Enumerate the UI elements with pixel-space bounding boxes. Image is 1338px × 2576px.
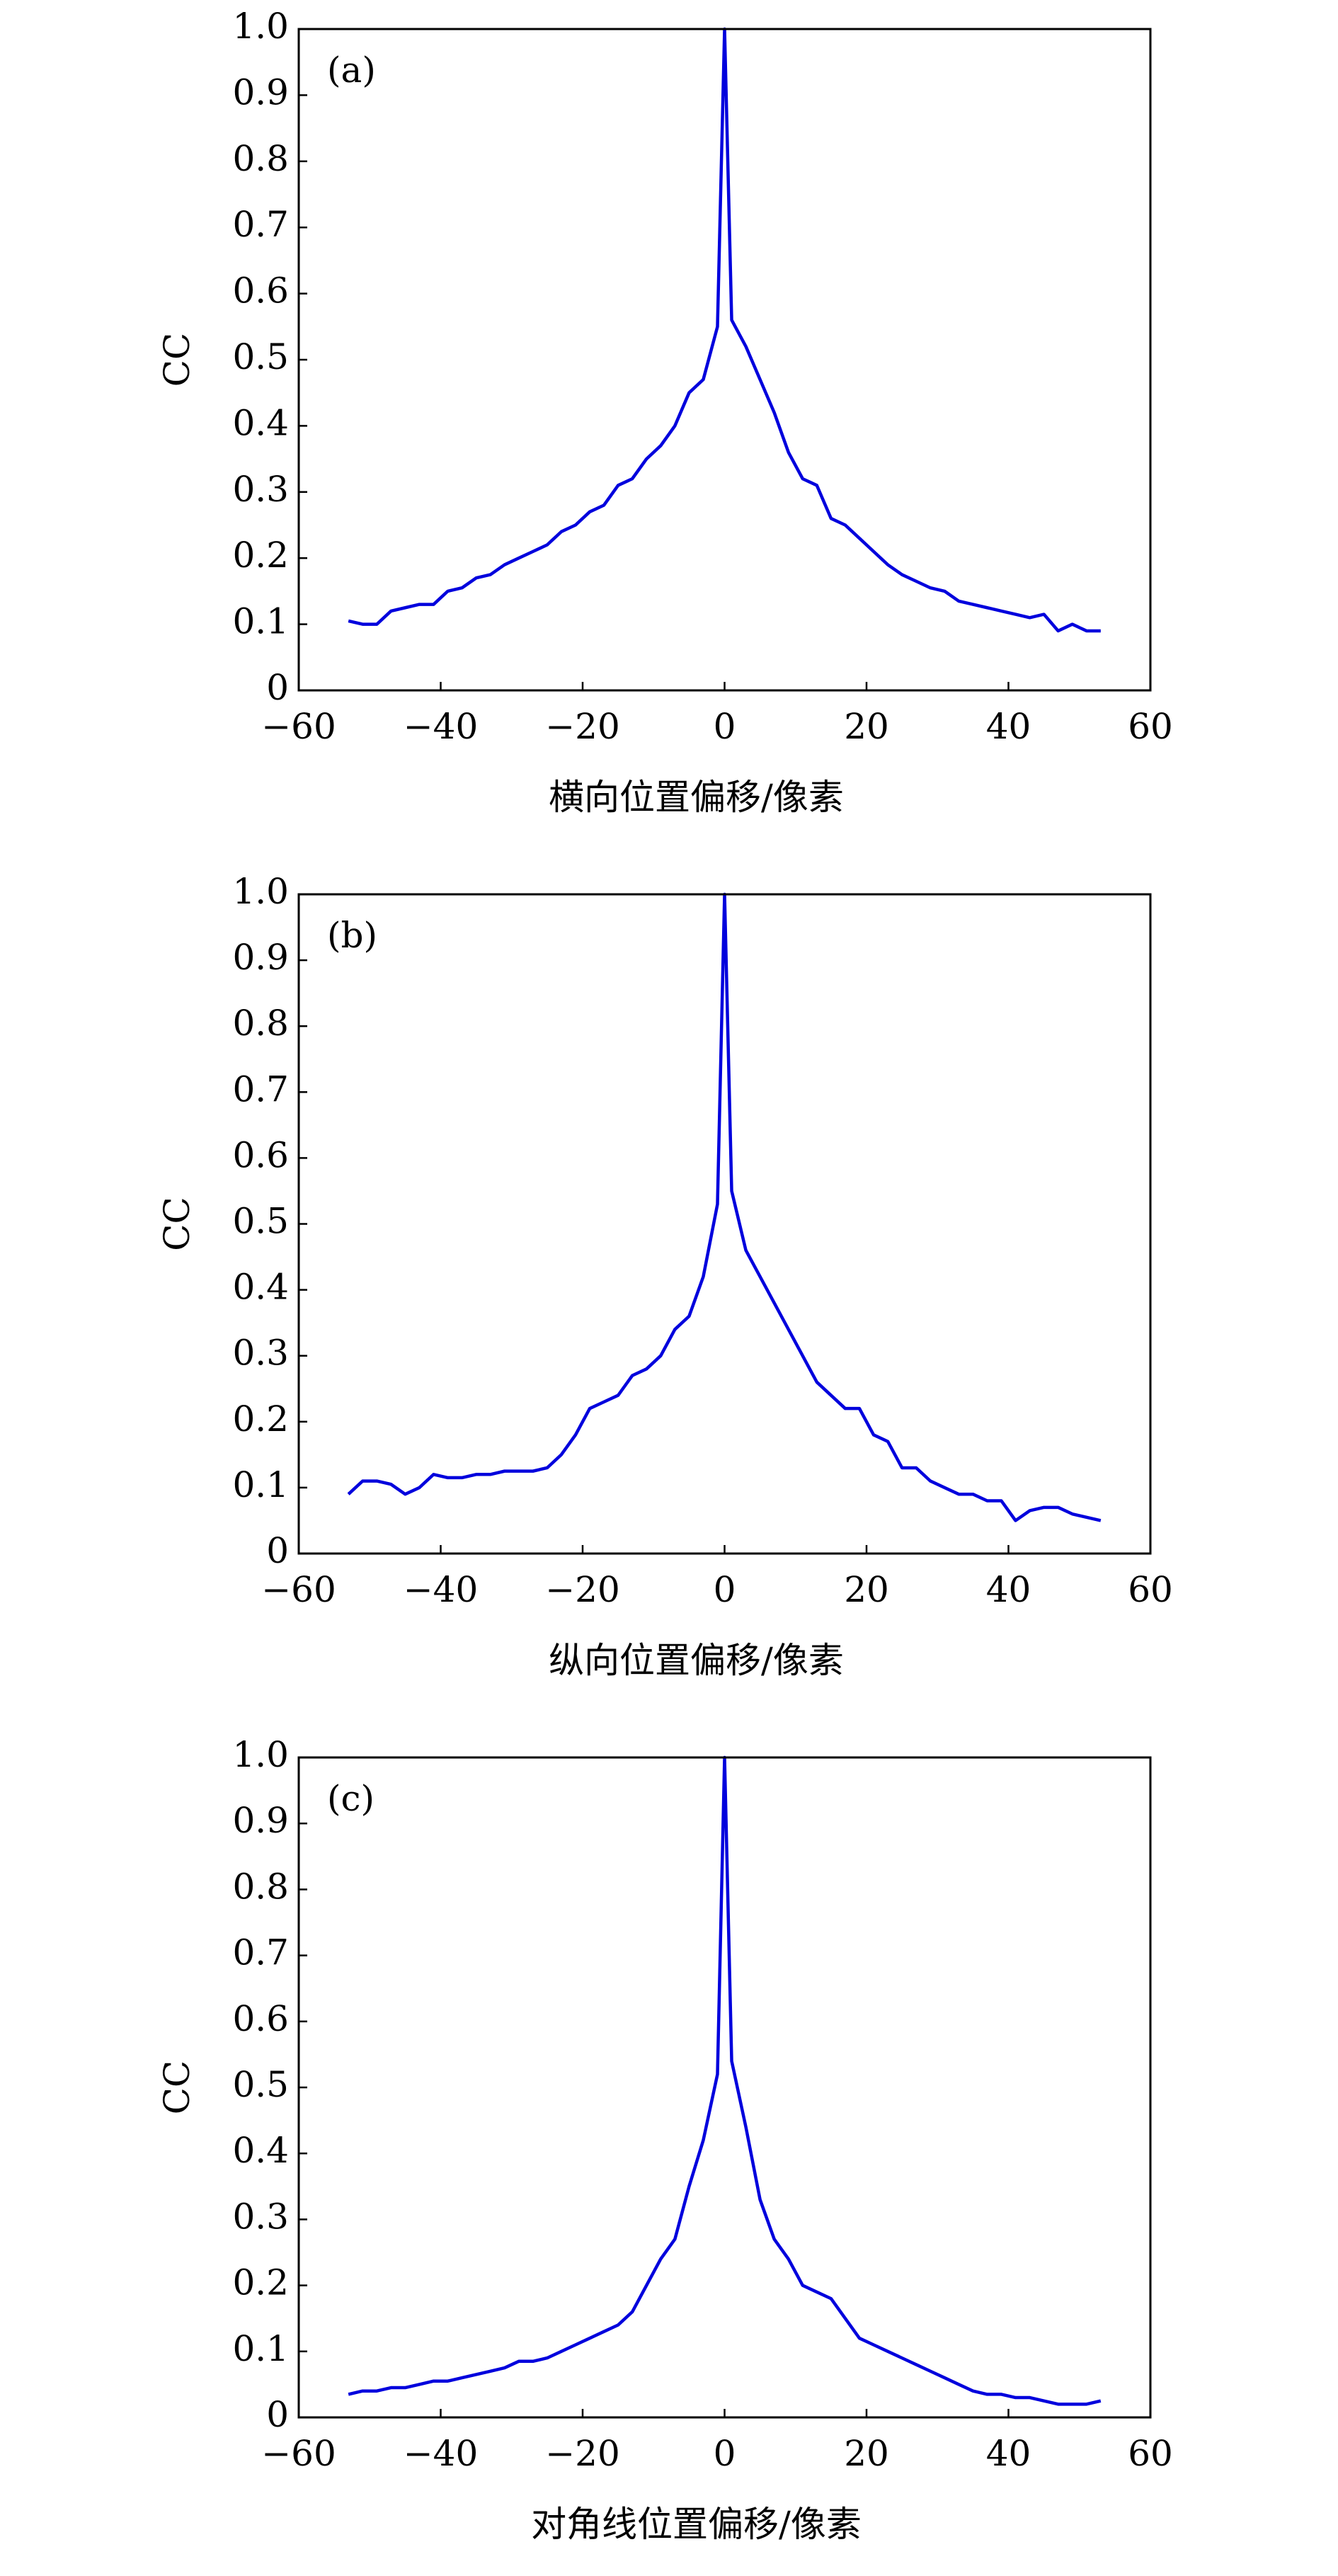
- y-tick-label: 0.7: [232, 204, 289, 245]
- x-axis-label: 横向位置偏移/像素: [549, 777, 844, 818]
- x-tick-label: −20: [545, 706, 620, 747]
- y-tick-label: 1.0: [232, 1734, 289, 1775]
- panel-label: (c): [327, 1778, 374, 1819]
- x-tick-label: 20: [844, 1569, 889, 1610]
- plot-frame: [297, 893, 1152, 1555]
- plot-frame: [297, 28, 1152, 692]
- x-tick-label: 40: [986, 1569, 1031, 1610]
- y-tick-label: 0.6: [232, 270, 289, 312]
- x-tick-label: 40: [986, 706, 1031, 747]
- y-tick-label: 0: [266, 2394, 289, 2435]
- panel-label: (a): [327, 50, 376, 91]
- y-tick-label: 0.8: [232, 138, 289, 179]
- y-tick-label: 0.8: [232, 1866, 289, 1907]
- y-tick-label: 1.0: [232, 871, 289, 912]
- y-tick-label: 0.3: [232, 2196, 289, 2237]
- x-tick-label: 40: [986, 2433, 1031, 2474]
- y-tick-label: 0.2: [232, 1398, 289, 1440]
- y-axis-label: CC: [156, 2061, 198, 2115]
- y-tick-label: 0.5: [232, 336, 289, 377]
- y-tick-label: 0.2: [232, 2262, 289, 2303]
- y-tick-label: 0.7: [232, 1068, 289, 1110]
- y-tick-label: 0.1: [232, 2328, 289, 2369]
- y-tick-label: 0.5: [232, 1201, 289, 1242]
- x-tick-label: −40: [404, 706, 479, 747]
- x-tick-label: −60: [261, 1569, 336, 1610]
- panel-label: (b): [327, 915, 377, 956]
- x-tick-label: −60: [261, 2433, 336, 2474]
- y-tick-label: 0.6: [232, 1134, 289, 1175]
- y-tick-label: 0.4: [232, 1267, 289, 1308]
- y-tick-label: 0.7: [232, 1932, 289, 1973]
- x-axis-label: 对角线位置偏移/像素: [531, 2504, 862, 2545]
- plot-frame: [297, 1756, 1152, 2419]
- y-tick-label: 0.1: [232, 1464, 289, 1505]
- y-tick-label: 0.4: [232, 402, 289, 443]
- x-tick-label: 0: [714, 1569, 736, 1610]
- y-axis-label: CC: [156, 1197, 198, 1251]
- x-axis-label: 纵向位置偏移/像素: [549, 1640, 844, 1681]
- x-tick-label: −40: [404, 1569, 479, 1610]
- x-tick-label: 20: [844, 706, 889, 747]
- x-tick-label: 60: [1128, 2433, 1173, 2474]
- x-tick-label: −40: [404, 2433, 479, 2474]
- y-tick-label: 0: [266, 667, 289, 708]
- y-tick-label: 0.6: [232, 1998, 289, 2039]
- y-tick-label: 0.3: [232, 1333, 289, 1374]
- y-tick-label: 0.1: [232, 601, 289, 642]
- data-line: [348, 27, 1101, 633]
- x-tick-label: −20: [545, 1569, 620, 1610]
- x-tick-label: −60: [261, 706, 336, 747]
- y-tick-label: 0.9: [232, 72, 289, 113]
- x-tick-label: 0: [714, 706, 736, 747]
- y-tick-label: 0.4: [232, 2130, 289, 2171]
- y-tick-label: 0.8: [232, 1003, 289, 1044]
- x-tick-label: 20: [844, 2433, 889, 2474]
- y-tick-label: 0.5: [232, 2064, 289, 2105]
- y-tick-label: 0.9: [232, 1800, 289, 1841]
- x-tick-label: 60: [1128, 706, 1173, 747]
- x-tick-label: −20: [545, 2433, 620, 2474]
- y-tick-label: 0.3: [232, 469, 289, 510]
- y-tick-label: 0.2: [232, 535, 289, 576]
- x-tick-label: 0: [714, 2433, 736, 2474]
- y-tick-label: 1.0: [232, 6, 289, 47]
- data-line: [347, 892, 1102, 1522]
- y-tick-label: 0: [266, 1530, 289, 1571]
- x-tick-label: 60: [1128, 1569, 1173, 1610]
- y-tick-label: 0.9: [232, 937, 289, 978]
- data-line: [348, 1755, 1102, 2406]
- y-axis-label: CC: [156, 333, 198, 387]
